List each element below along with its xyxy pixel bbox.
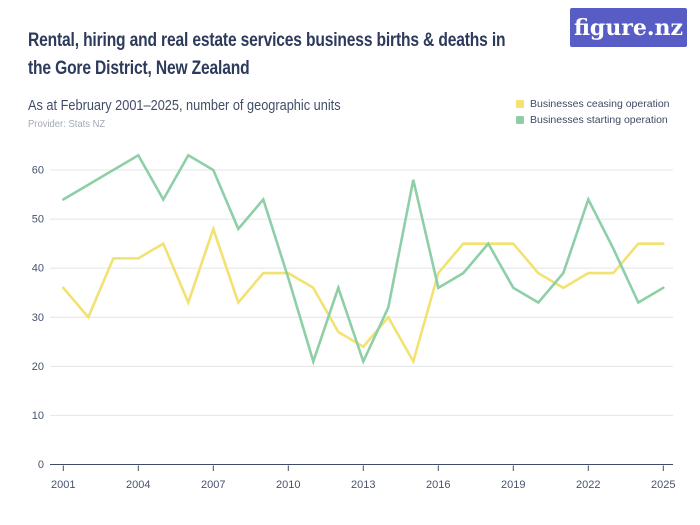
series-line-ceasing bbox=[61, 224, 665, 365]
x-tick-label: 2007 bbox=[201, 479, 225, 491]
legend-swatch bbox=[516, 116, 524, 124]
y-tick-label: 0 bbox=[38, 459, 44, 471]
page-title-line1: Rental, hiring and real estate services … bbox=[28, 29, 506, 52]
legend-label: Businesses starting operation bbox=[530, 114, 668, 126]
x-tick-label: 2004 bbox=[126, 479, 150, 491]
x-tick-label: 2016 bbox=[426, 479, 450, 491]
y-tick-label: 60 bbox=[32, 165, 44, 177]
y-tick-label: 40 bbox=[32, 263, 44, 275]
provider-label: Provider: Stats NZ bbox=[28, 117, 106, 130]
figure-nz-logo[interactable]: figure.nz bbox=[570, 8, 687, 47]
legend-item: Businesses starting operation bbox=[516, 112, 670, 128]
y-tick-label: 10 bbox=[32, 410, 44, 422]
x-tick-label: 2010 bbox=[276, 479, 300, 491]
page-title: Rental, hiring and real estate services … bbox=[28, 26, 506, 82]
figure-nz-logo-text: figure.nz bbox=[573, 14, 684, 41]
legend-item: Businesses ceasing operation bbox=[516, 96, 670, 112]
x-tick-label: 2022 bbox=[576, 479, 600, 491]
y-tick-label: 30 bbox=[32, 312, 44, 324]
legend-label: Businesses ceasing operation bbox=[530, 98, 670, 110]
x-tick-label: 2013 bbox=[351, 479, 375, 491]
x-tick-label: 2025 bbox=[651, 479, 675, 491]
y-tick-label: 20 bbox=[32, 361, 44, 373]
x-tick-label: 2001 bbox=[51, 479, 75, 491]
y-tick-label: 50 bbox=[32, 214, 44, 226]
page-title-line2: the Gore District, New Zealand bbox=[28, 57, 250, 80]
series-line-starting bbox=[61, 153, 665, 366]
legend-swatch bbox=[516, 100, 524, 108]
chart-subtitle: As at February 2001–2025, number of geog… bbox=[28, 97, 341, 114]
x-tick-label: 2019 bbox=[501, 479, 525, 491]
chart-legend: Businesses ceasing operation Businesses s… bbox=[516, 96, 670, 128]
